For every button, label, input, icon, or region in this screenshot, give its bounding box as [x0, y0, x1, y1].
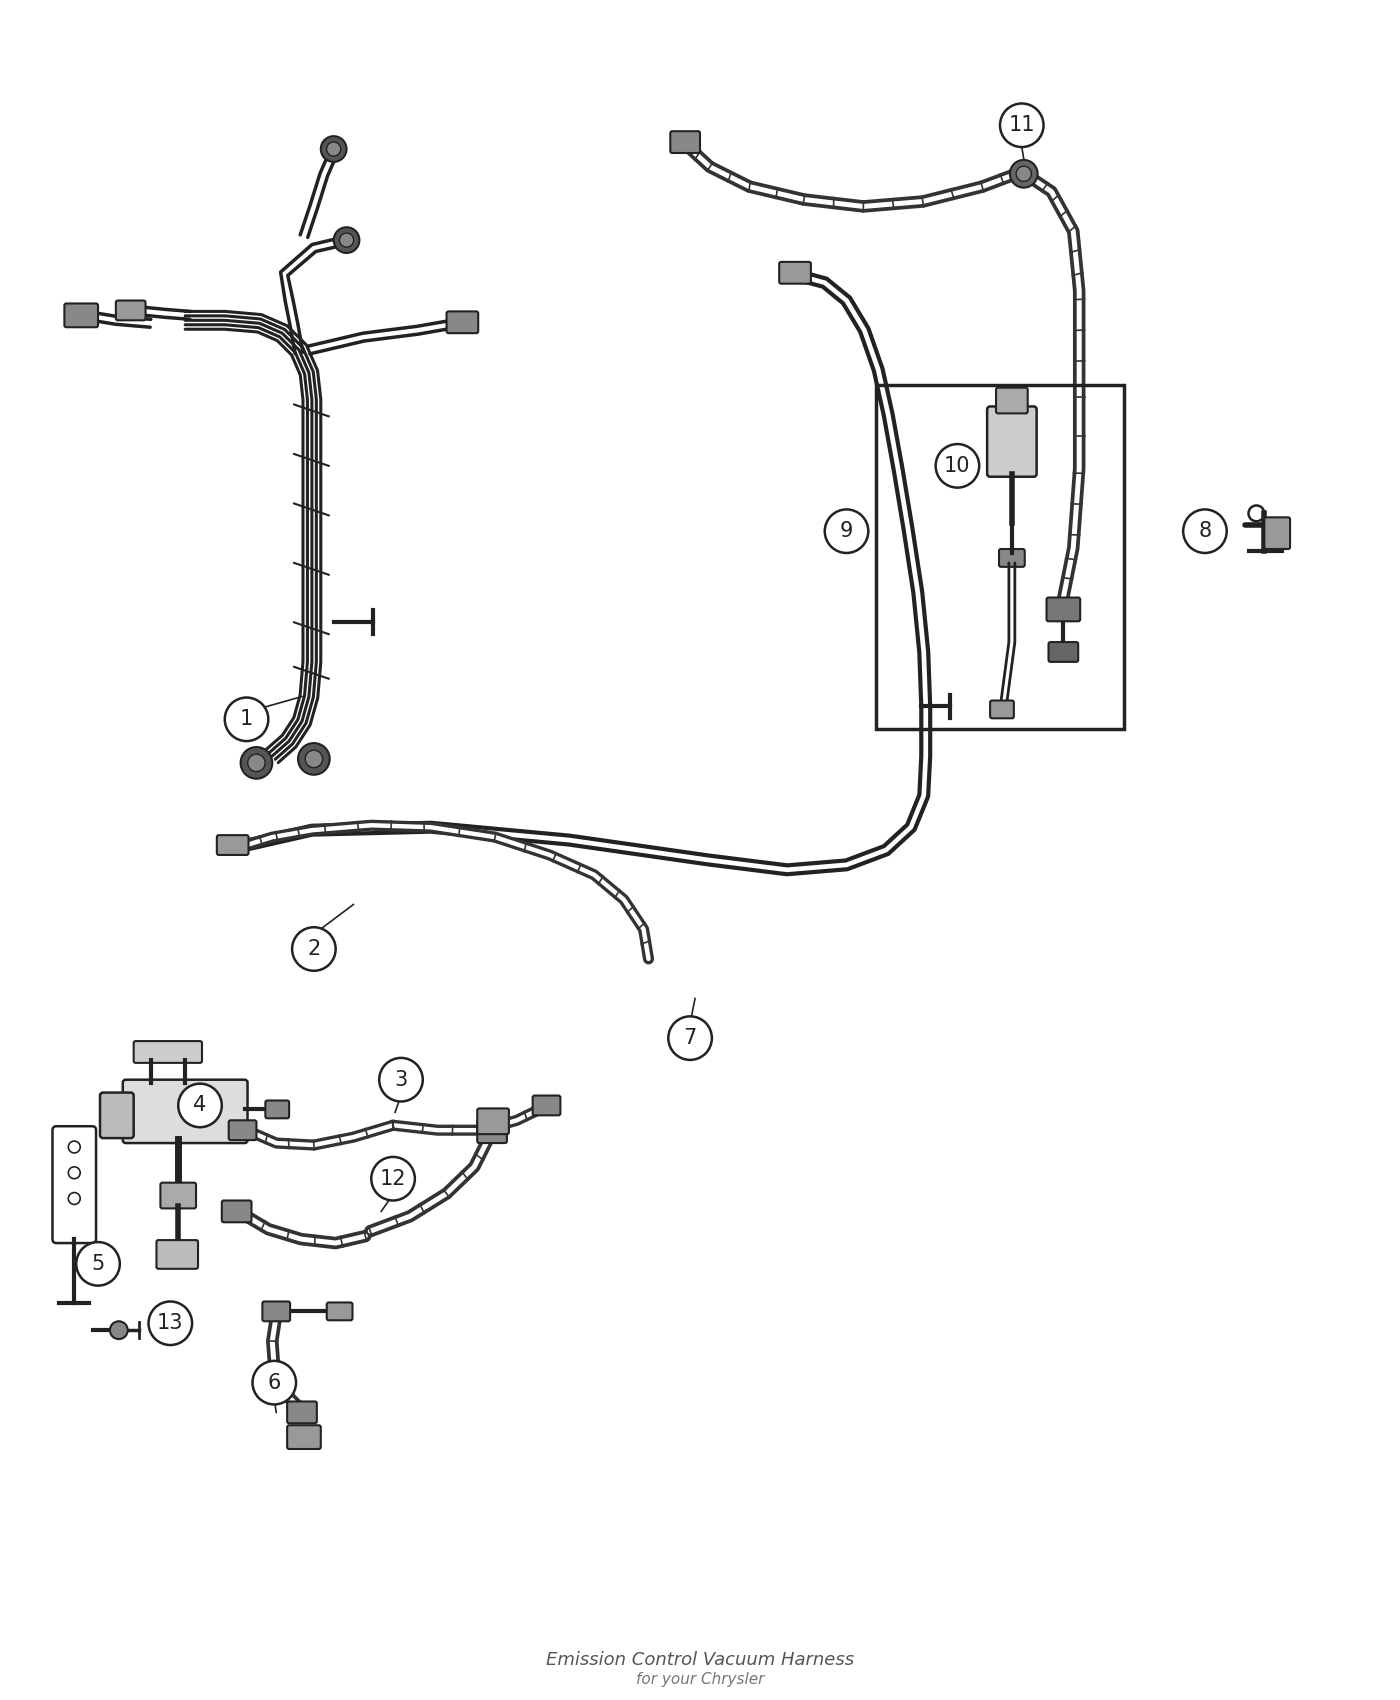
Circle shape: [148, 1302, 192, 1345]
Text: 8: 8: [1198, 522, 1211, 541]
Circle shape: [1009, 160, 1037, 187]
FancyBboxPatch shape: [1264, 517, 1289, 549]
Circle shape: [379, 1057, 423, 1102]
FancyBboxPatch shape: [161, 1183, 196, 1209]
FancyBboxPatch shape: [262, 1302, 290, 1321]
Text: 13: 13: [157, 1314, 183, 1333]
Circle shape: [178, 1083, 221, 1127]
Circle shape: [69, 1193, 80, 1204]
Circle shape: [333, 228, 360, 253]
FancyBboxPatch shape: [52, 1125, 97, 1243]
Circle shape: [298, 743, 330, 775]
FancyBboxPatch shape: [326, 1302, 353, 1321]
Circle shape: [339, 233, 354, 246]
FancyBboxPatch shape: [266, 1100, 290, 1119]
FancyBboxPatch shape: [995, 388, 1028, 413]
FancyBboxPatch shape: [228, 1120, 256, 1141]
FancyBboxPatch shape: [780, 262, 811, 284]
FancyBboxPatch shape: [447, 311, 479, 333]
Circle shape: [293, 927, 336, 971]
Circle shape: [1183, 510, 1226, 552]
FancyBboxPatch shape: [532, 1095, 560, 1115]
Circle shape: [1000, 104, 1043, 146]
FancyBboxPatch shape: [157, 1239, 197, 1268]
Text: 2: 2: [307, 938, 321, 959]
Circle shape: [252, 1362, 295, 1404]
Text: 4: 4: [193, 1095, 207, 1115]
FancyBboxPatch shape: [1000, 549, 1025, 566]
Text: 6: 6: [267, 1372, 281, 1392]
FancyBboxPatch shape: [477, 1108, 510, 1134]
FancyBboxPatch shape: [221, 1200, 252, 1222]
FancyBboxPatch shape: [99, 1093, 133, 1137]
Circle shape: [305, 750, 322, 768]
Text: 9: 9: [840, 522, 853, 541]
Circle shape: [225, 697, 269, 741]
Circle shape: [69, 1141, 80, 1153]
Circle shape: [76, 1243, 120, 1285]
Text: 1: 1: [239, 709, 253, 729]
FancyBboxPatch shape: [1047, 597, 1081, 620]
FancyBboxPatch shape: [217, 835, 249, 855]
FancyBboxPatch shape: [990, 700, 1014, 719]
Text: Emission Control Vacuum Harness: Emission Control Vacuum Harness: [546, 1651, 854, 1669]
Text: 5: 5: [91, 1255, 105, 1273]
FancyBboxPatch shape: [477, 1122, 507, 1142]
Text: 12: 12: [379, 1168, 406, 1188]
FancyBboxPatch shape: [287, 1425, 321, 1448]
Circle shape: [111, 1321, 127, 1340]
Circle shape: [321, 136, 347, 162]
FancyBboxPatch shape: [1049, 643, 1078, 661]
Circle shape: [825, 510, 868, 552]
FancyBboxPatch shape: [64, 304, 98, 326]
Bar: [876, 384, 1124, 729]
Circle shape: [248, 755, 265, 772]
Circle shape: [326, 141, 340, 156]
FancyBboxPatch shape: [123, 1080, 248, 1142]
Text: 3: 3: [395, 1069, 407, 1090]
Circle shape: [935, 444, 979, 488]
Circle shape: [69, 1166, 80, 1178]
FancyBboxPatch shape: [133, 1040, 202, 1062]
FancyBboxPatch shape: [287, 1401, 316, 1423]
Circle shape: [1016, 167, 1032, 182]
Circle shape: [371, 1158, 414, 1200]
Text: 7: 7: [683, 1028, 697, 1049]
Circle shape: [668, 1017, 711, 1059]
Circle shape: [241, 746, 272, 779]
Text: 10: 10: [944, 456, 970, 476]
Text: 11: 11: [1008, 116, 1035, 136]
FancyBboxPatch shape: [987, 406, 1036, 476]
Text: for your Chrysler: for your Chrysler: [636, 1673, 764, 1686]
FancyBboxPatch shape: [116, 301, 146, 320]
FancyBboxPatch shape: [671, 131, 700, 153]
